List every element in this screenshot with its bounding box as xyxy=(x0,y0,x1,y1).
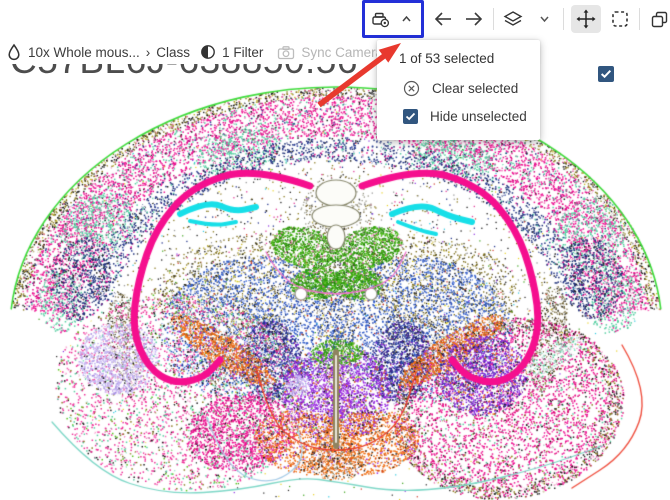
filter-contrast-icon[interactable] xyxy=(200,44,216,60)
crumb-separator: › xyxy=(145,44,151,60)
hide-unselected-label: Hide unselected xyxy=(430,109,527,124)
copy-button[interactable] xyxy=(647,4,670,34)
dataset-crumb[interactable]: 10x Whole mous... xyxy=(28,44,140,60)
hide-unselected-item[interactable]: Hide unselected xyxy=(377,103,540,130)
toolbar-divider xyxy=(493,8,494,30)
field-crumb[interactable]: Class xyxy=(156,44,191,60)
pan-move-button[interactable] xyxy=(571,5,601,33)
overlay-checkbox[interactable] xyxy=(598,66,614,82)
filter-count[interactable]: 1 Filter xyxy=(222,44,264,60)
selection-tool-button[interactable] xyxy=(368,4,392,34)
toolbar-divider xyxy=(639,8,640,30)
color-by-droplet-icon[interactable] xyxy=(6,43,22,61)
selection-tool-highlight-box xyxy=(362,0,424,38)
subheader-row: 10x Whole mous... › Class 1 Filter Sync … xyxy=(6,40,399,64)
layers-chevron-down-icon[interactable] xyxy=(532,4,556,34)
forward-arrow-button[interactable] xyxy=(462,4,486,34)
clear-circle-x-icon xyxy=(403,80,420,97)
toolbar: PNG xyxy=(362,0,670,38)
back-arrow-button[interactable] xyxy=(431,4,455,34)
marquee-select-button[interactable] xyxy=(608,4,632,34)
clear-selected-label: Clear selected xyxy=(432,81,519,96)
hide-unselected-checkbox[interactable] xyxy=(403,109,418,124)
layers-button[interactable] xyxy=(501,4,525,34)
sync-camera-icon xyxy=(277,45,295,60)
selection-menu: 1 of 53 selected Clear selected Hide uns… xyxy=(377,40,540,140)
header-bar xyxy=(0,0,670,64)
chevron-up-icon[interactable] xyxy=(394,4,418,34)
toolbar-divider xyxy=(563,8,564,30)
clear-selected-item[interactable]: Clear selected xyxy=(377,74,540,103)
sync-camera-label[interactable]: Sync Camera xyxy=(301,44,384,60)
selection-summary: 1 of 53 selected xyxy=(399,51,495,66)
